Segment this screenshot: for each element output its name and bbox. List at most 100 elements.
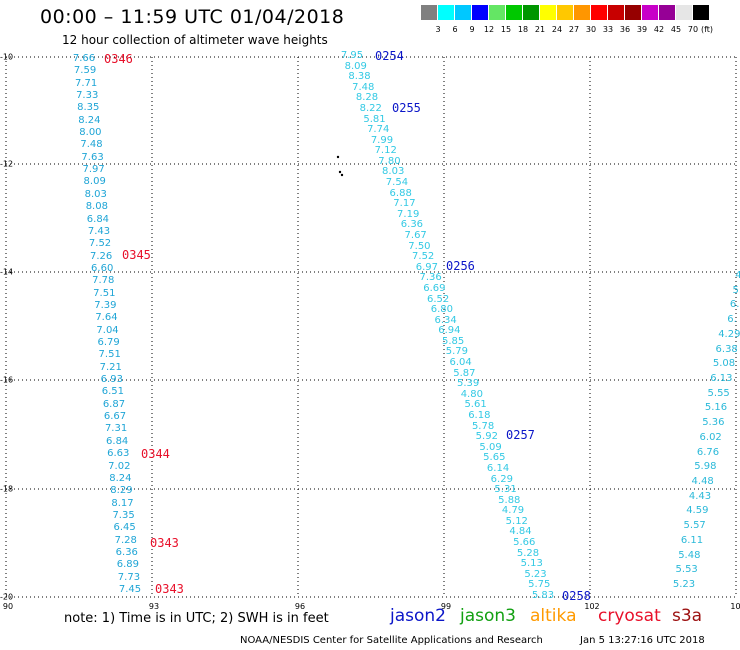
- island-dot: [336, 155, 340, 159]
- wave-height-value: 6.93: [100, 374, 123, 386]
- colorbar-label: 21: [534, 25, 546, 34]
- colorbar-swatch: [693, 5, 709, 20]
- pass-time-label: 0343: [155, 582, 184, 596]
- colorbar-swatch: [472, 5, 488, 20]
- wave-height-value: 7.66: [72, 53, 96, 64]
- colorbar-label: 70: [687, 25, 699, 34]
- pass-time-label: 0256: [446, 259, 475, 273]
- wave-height-value: 7.48: [352, 81, 375, 93]
- wave-height-value: 4.43: [688, 490, 712, 502]
- pass-time-label: 0345: [122, 248, 151, 262]
- wave-height-value: 6.84: [86, 213, 110, 225]
- wave-height-value: 4.48: [691, 476, 714, 487]
- pass-time-label: 0255: [392, 101, 421, 115]
- wave-height-value: 8.03: [382, 166, 405, 178]
- island-dot: [340, 173, 344, 177]
- wave-height-value: 7.50: [408, 240, 431, 252]
- colorbar-label: 18: [517, 25, 529, 34]
- wave-height-value: 6.88: [389, 187, 412, 199]
- wave-height-value: 5.79: [445, 346, 468, 358]
- pass-time-label: 0344: [141, 447, 170, 461]
- wave-height-value: 7.97: [82, 164, 105, 176]
- wave-height-value: 6.80: [430, 304, 454, 316]
- colorbar-label: 36: [619, 25, 631, 34]
- wave-height-value: 8.24: [109, 472, 132, 484]
- colorbar-label: 42: [653, 25, 665, 34]
- wave-height-value: 7.28: [114, 534, 137, 546]
- wave-height-value: 5.: [732, 284, 740, 296]
- colorbar-unit: (ft): [701, 25, 714, 34]
- wave-height-value: 7.51: [98, 349, 121, 361]
- wave-height-value: 6.11: [680, 534, 704, 546]
- wave-height-value: 7.52: [412, 251, 435, 263]
- pass-time-label: 0257: [506, 428, 535, 442]
- wave-height-value: 5.09: [479, 441, 502, 453]
- colorbar-label: 33: [602, 25, 614, 34]
- credit-text: NOAA/NESDIS Center for Satellite Applica…: [240, 635, 543, 646]
- wave-height-value: 5.48: [678, 549, 701, 561]
- wave-height-value: 6.34: [434, 314, 457, 326]
- latitude-label: -16: [0, 375, 14, 385]
- wave-height-value: 8.17: [111, 497, 134, 509]
- colorbar-swatch: [438, 5, 454, 20]
- colorbar-label: 30: [585, 25, 597, 34]
- wave-height-value: 4.: [735, 270, 740, 281]
- colorbar-swatch: [676, 5, 692, 20]
- longitude-label: 105: [730, 602, 740, 611]
- legend-altika: altika: [530, 606, 577, 626]
- wave-height-value: 5.81: [363, 113, 386, 125]
- wave-height-value: 7.67: [404, 230, 427, 241]
- colorbar-swatch: [421, 5, 437, 20]
- pass-time-label: 0254: [375, 49, 404, 63]
- wave-height-value: 6.: [727, 314, 737, 326]
- wave-height-value: 7.80: [378, 155, 401, 167]
- wave-height-value: 5.23: [672, 579, 696, 590]
- wave-height-value: 6.36: [115, 546, 138, 558]
- wave-height-value: 7.04: [96, 324, 119, 336]
- wave-height-value: 8.35: [77, 102, 100, 114]
- wave-height-value: 7.64: [95, 312, 118, 324]
- wave-height-value: 5.28: [516, 547, 540, 559]
- wave-height-value: 6.76: [696, 446, 720, 458]
- wave-height-value: 6.14: [486, 462, 510, 474]
- colorbar-swatch: [523, 5, 539, 20]
- wave-height-value: 5.12: [505, 515, 528, 527]
- wave-height-value: 5.85: [441, 335, 465, 347]
- colorbar-swatch: [557, 5, 573, 20]
- wave-height-value: 6.67: [103, 411, 127, 423]
- wave-height-value: 6.02: [699, 431, 722, 443]
- wave-height-value: 6.38: [715, 343, 738, 355]
- wave-height-value: 8.00: [79, 127, 102, 139]
- wave-height-value: 4.84: [509, 526, 532, 538]
- colorbar-swatch: [455, 5, 471, 20]
- wave-height-value: 8.09: [344, 60, 367, 72]
- wave-height-value: 7.63: [81, 151, 104, 163]
- wave-height-value: 6.45: [113, 522, 136, 534]
- wave-height-value: 5.39: [456, 378, 480, 390]
- footer-note: note: 1) Time is in UTC; 2) SWH is in fe…: [64, 611, 329, 626]
- wave-height-value: 7.48: [80, 139, 103, 151]
- wave-height-value: 7.17: [393, 198, 416, 210]
- wave-height-value: 6.97: [415, 261, 439, 273]
- wave-height-value: 7.19: [397, 208, 420, 220]
- wave-height-value: 7.52: [88, 238, 112, 250]
- wave-height-value: 5.31: [494, 484, 517, 496]
- wave-height-value: 4.80: [460, 388, 483, 400]
- island-dot: [338, 170, 342, 174]
- wave-height-value: 8.03: [84, 188, 107, 200]
- pass-time-label: 0343: [150, 536, 179, 550]
- longitude-label: 90: [2, 602, 14, 611]
- wave-height-value: 6.79: [97, 337, 120, 349]
- colorbar-swatch: [625, 5, 641, 20]
- wave-height-value: 6.94: [438, 325, 461, 337]
- latitude-label: -18: [0, 484, 14, 494]
- wave-height-value: 8.09: [83, 176, 106, 188]
- longitude-label: 93: [148, 602, 160, 611]
- wave-height-value: 5.53: [675, 564, 698, 576]
- colorbar-label: 27: [568, 25, 580, 34]
- longitude-label: 96: [294, 602, 306, 611]
- wave-height-value: 5.92: [475, 431, 498, 443]
- pass-time-label: 0346: [104, 52, 133, 66]
- wave-height-value: 7.35: [112, 509, 135, 521]
- colorbar-label: 9: [469, 25, 475, 34]
